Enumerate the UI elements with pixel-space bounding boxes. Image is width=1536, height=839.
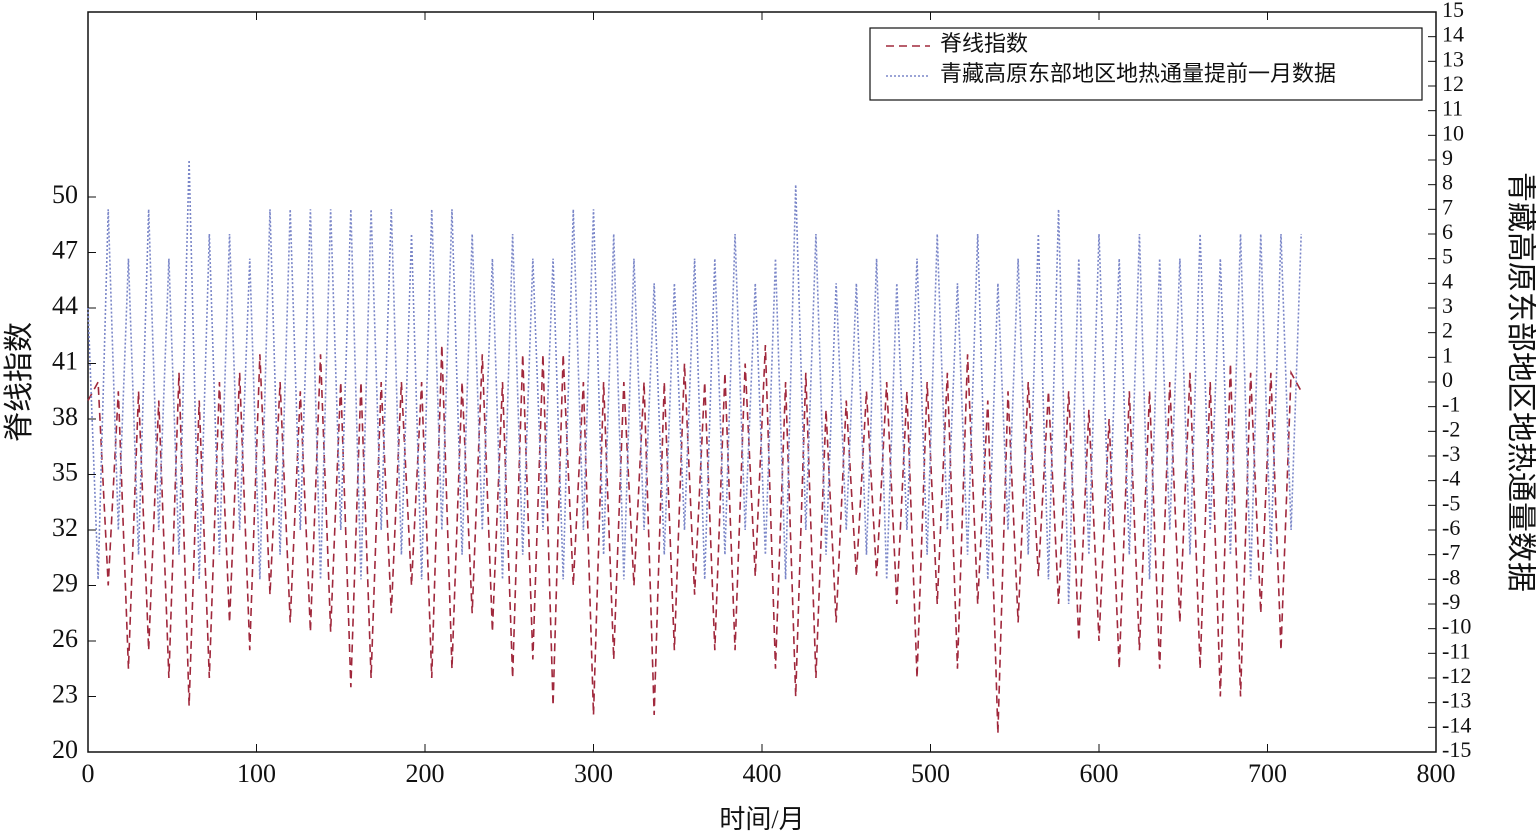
y-tick-label: 23 [52,679,78,708]
plot-frame [87,11,1437,753]
y2-tick-label: 13 [1442,46,1464,71]
series-line [87,159,1302,605]
y2-tick-label: 4 [1442,268,1453,293]
y-tick-label: 35 [52,457,78,486]
y-tick-label: 38 [52,402,78,431]
y-tick-label: 29 [52,568,78,597]
series-line [87,344,1302,734]
y2-tick-label: -14 [1442,712,1471,737]
y2-tick-label: -10 [1442,614,1471,639]
y2-tick-label: 3 [1442,293,1453,318]
y2-tick-label: 12 [1442,71,1464,96]
x-tick-label: 700 [1248,759,1287,788]
x-tick-label: 200 [406,759,445,788]
y2-tick-label: -11 [1442,638,1471,663]
y2-tick-label: -4 [1442,466,1460,491]
y2-tick-label: -2 [1442,416,1460,441]
y2-tick-label: -5 [1442,490,1460,515]
y-tick-label: 32 [52,513,78,542]
y-tick-label: 47 [52,235,78,264]
legend-label: 脊线指数 [940,31,1028,56]
y2-tick-label: 5 [1442,244,1453,269]
y2-tick-label: 8 [1442,170,1453,195]
y2-tick-label: -3 [1442,441,1460,466]
y2-tick-label: -13 [1442,688,1471,713]
y2-tick-label: -15 [1442,737,1471,762]
y2-tick-label: -6 [1442,515,1460,540]
y2-tick-label: -1 [1442,392,1460,417]
x-axis-label: 时间/月 [719,805,804,834]
y2-tick-label: -9 [1442,589,1460,614]
y2-tick-label: 10 [1442,120,1464,145]
y2-tick-label: -8 [1442,564,1460,589]
y2-tick-label: 2 [1442,318,1453,343]
y2-tick-label: 11 [1442,96,1463,121]
y2-tick-label: 0 [1442,367,1453,392]
x-tick-label: 300 [574,759,613,788]
y2-tick-label: -12 [1442,663,1471,688]
y2-axis-label: 青藏高原东部地区地热通量数据 [1504,172,1536,592]
legend-label: 青藏高原东部地区地热通量提前一月数据 [940,61,1336,86]
y-axis-label: 脊线指数 [3,322,36,442]
x-tick-label: 600 [1080,759,1119,788]
y-tick-label: 20 [52,735,78,764]
y2-tick-label: 9 [1442,145,1453,170]
x-tick-label: 400 [743,759,782,788]
y2-tick-label: 7 [1442,194,1453,219]
x-tick-label: 800 [1417,759,1456,788]
y-tick-label: 26 [52,624,78,653]
y2-tick-label: 15 [1442,0,1464,22]
y-tick-label: 50 [52,180,78,209]
y2-tick-label: 14 [1442,22,1464,47]
y2-tick-label: 1 [1442,342,1453,367]
x-tick-label: 500 [911,759,950,788]
y-tick-label: 44 [52,291,78,320]
x-tick-label: 0 [82,759,95,788]
x-tick-label: 100 [237,759,276,788]
y-tick-label: 41 [52,346,78,375]
legend-box [869,27,1423,101]
y2-tick-label: -7 [1442,540,1460,565]
y2-tick-label: 6 [1442,219,1453,244]
